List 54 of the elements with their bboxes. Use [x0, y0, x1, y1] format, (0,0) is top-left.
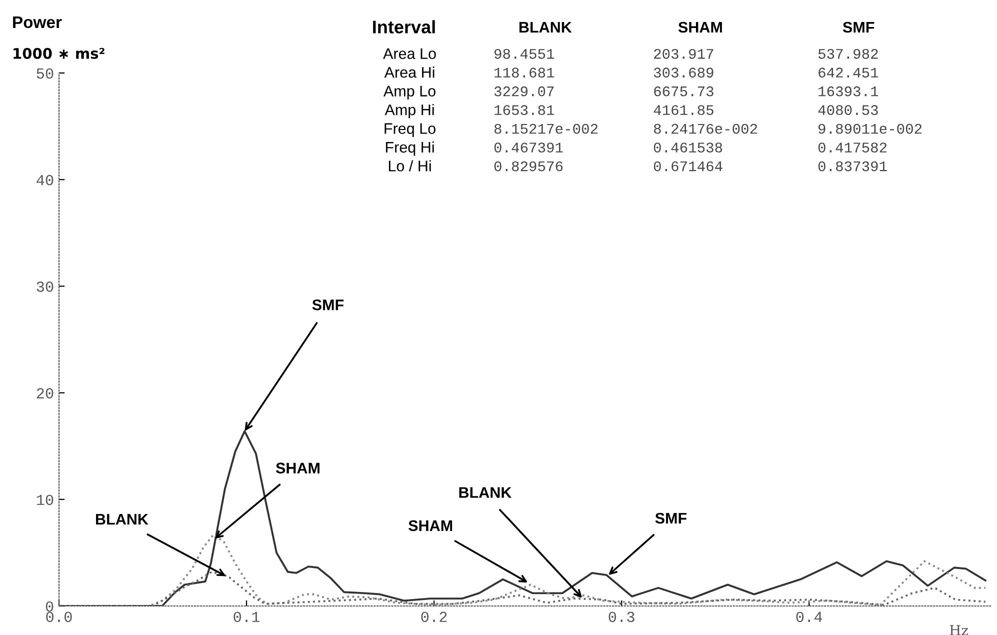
text: 537.982	[818, 48, 878, 59]
y-tick-label: 40	[36, 174, 54, 186]
annotation: 0.671464	[654, 161, 722, 172]
x-tick-label: 0.3	[608, 612, 634, 622]
annotation: Amp Hi	[384, 104, 434, 118]
annotation: 6675.73	[654, 86, 714, 96]
annotation: BLANK	[459, 487, 512, 498]
annotation: 4080.53	[818, 105, 878, 116]
annotation: SHAM	[276, 462, 320, 474]
y-tick-label: 50	[36, 68, 54, 79]
annotation: 0.461538	[654, 142, 722, 153]
line-series	[59, 430, 986, 606]
text: Interval	[373, 20, 435, 34]
annotation: 0.829576	[494, 161, 563, 172]
y-tick-label: 30	[36, 282, 54, 292]
text: Area Lo	[383, 48, 436, 60]
text: SHAM	[678, 22, 722, 33]
chart-title: Power	[13, 16, 62, 28]
annotation: 0.467391	[494, 142, 563, 153]
annotation: BLANK	[96, 514, 148, 525]
annotation: 4161.85	[654, 105, 714, 116]
annotation: Freq Hi	[386, 141, 434, 156]
annotation: SMF	[655, 512, 687, 524]
x-tick-label: 0.2	[421, 612, 447, 622]
annotation: Lo / Hi	[388, 160, 431, 172]
text: SMF	[842, 22, 874, 33]
annotation: 303.689	[654, 68, 714, 78]
annotation: Freq Lo	[384, 123, 436, 137]
annotation: 0.837391	[818, 161, 887, 172]
annotation: SMF	[312, 299, 344, 310]
annotation: 16393.1	[818, 86, 878, 96]
annotation: 3229.07	[494, 86, 554, 96]
text: 203.917	[654, 48, 714, 59]
x-axis-title: Hz	[950, 625, 968, 635]
text: 98.4551	[494, 48, 554, 59]
annotation: Area Hi	[384, 66, 434, 78]
y-axis-title: 1000 ∗ ms²	[14, 48, 104, 59]
y-tick-label: 10	[36, 494, 54, 506]
line-series	[59, 570, 986, 606]
text: BLANK	[519, 22, 572, 33]
annotation: 0.417582	[818, 142, 887, 153]
y-tick-label: 0	[46, 601, 54, 612]
x-tick-label: 0.4	[796, 612, 822, 622]
annotation: 8.24176e-002	[654, 124, 758, 134]
annotation: SHAM	[408, 520, 452, 532]
annotation: Amp Lo	[383, 86, 436, 100]
x-tick-label: 0.0	[46, 612, 72, 622]
y-tick-label: 20	[36, 388, 54, 398]
annotation: 1653.81	[494, 105, 554, 116]
annotation: 9.89011e-002	[818, 124, 922, 134]
annotation: 118.681	[494, 68, 554, 78]
x-tick-label: 0.1	[234, 612, 260, 622]
annotation: 8.15217e-002	[494, 124, 598, 134]
annotation: 642.451	[818, 68, 878, 78]
